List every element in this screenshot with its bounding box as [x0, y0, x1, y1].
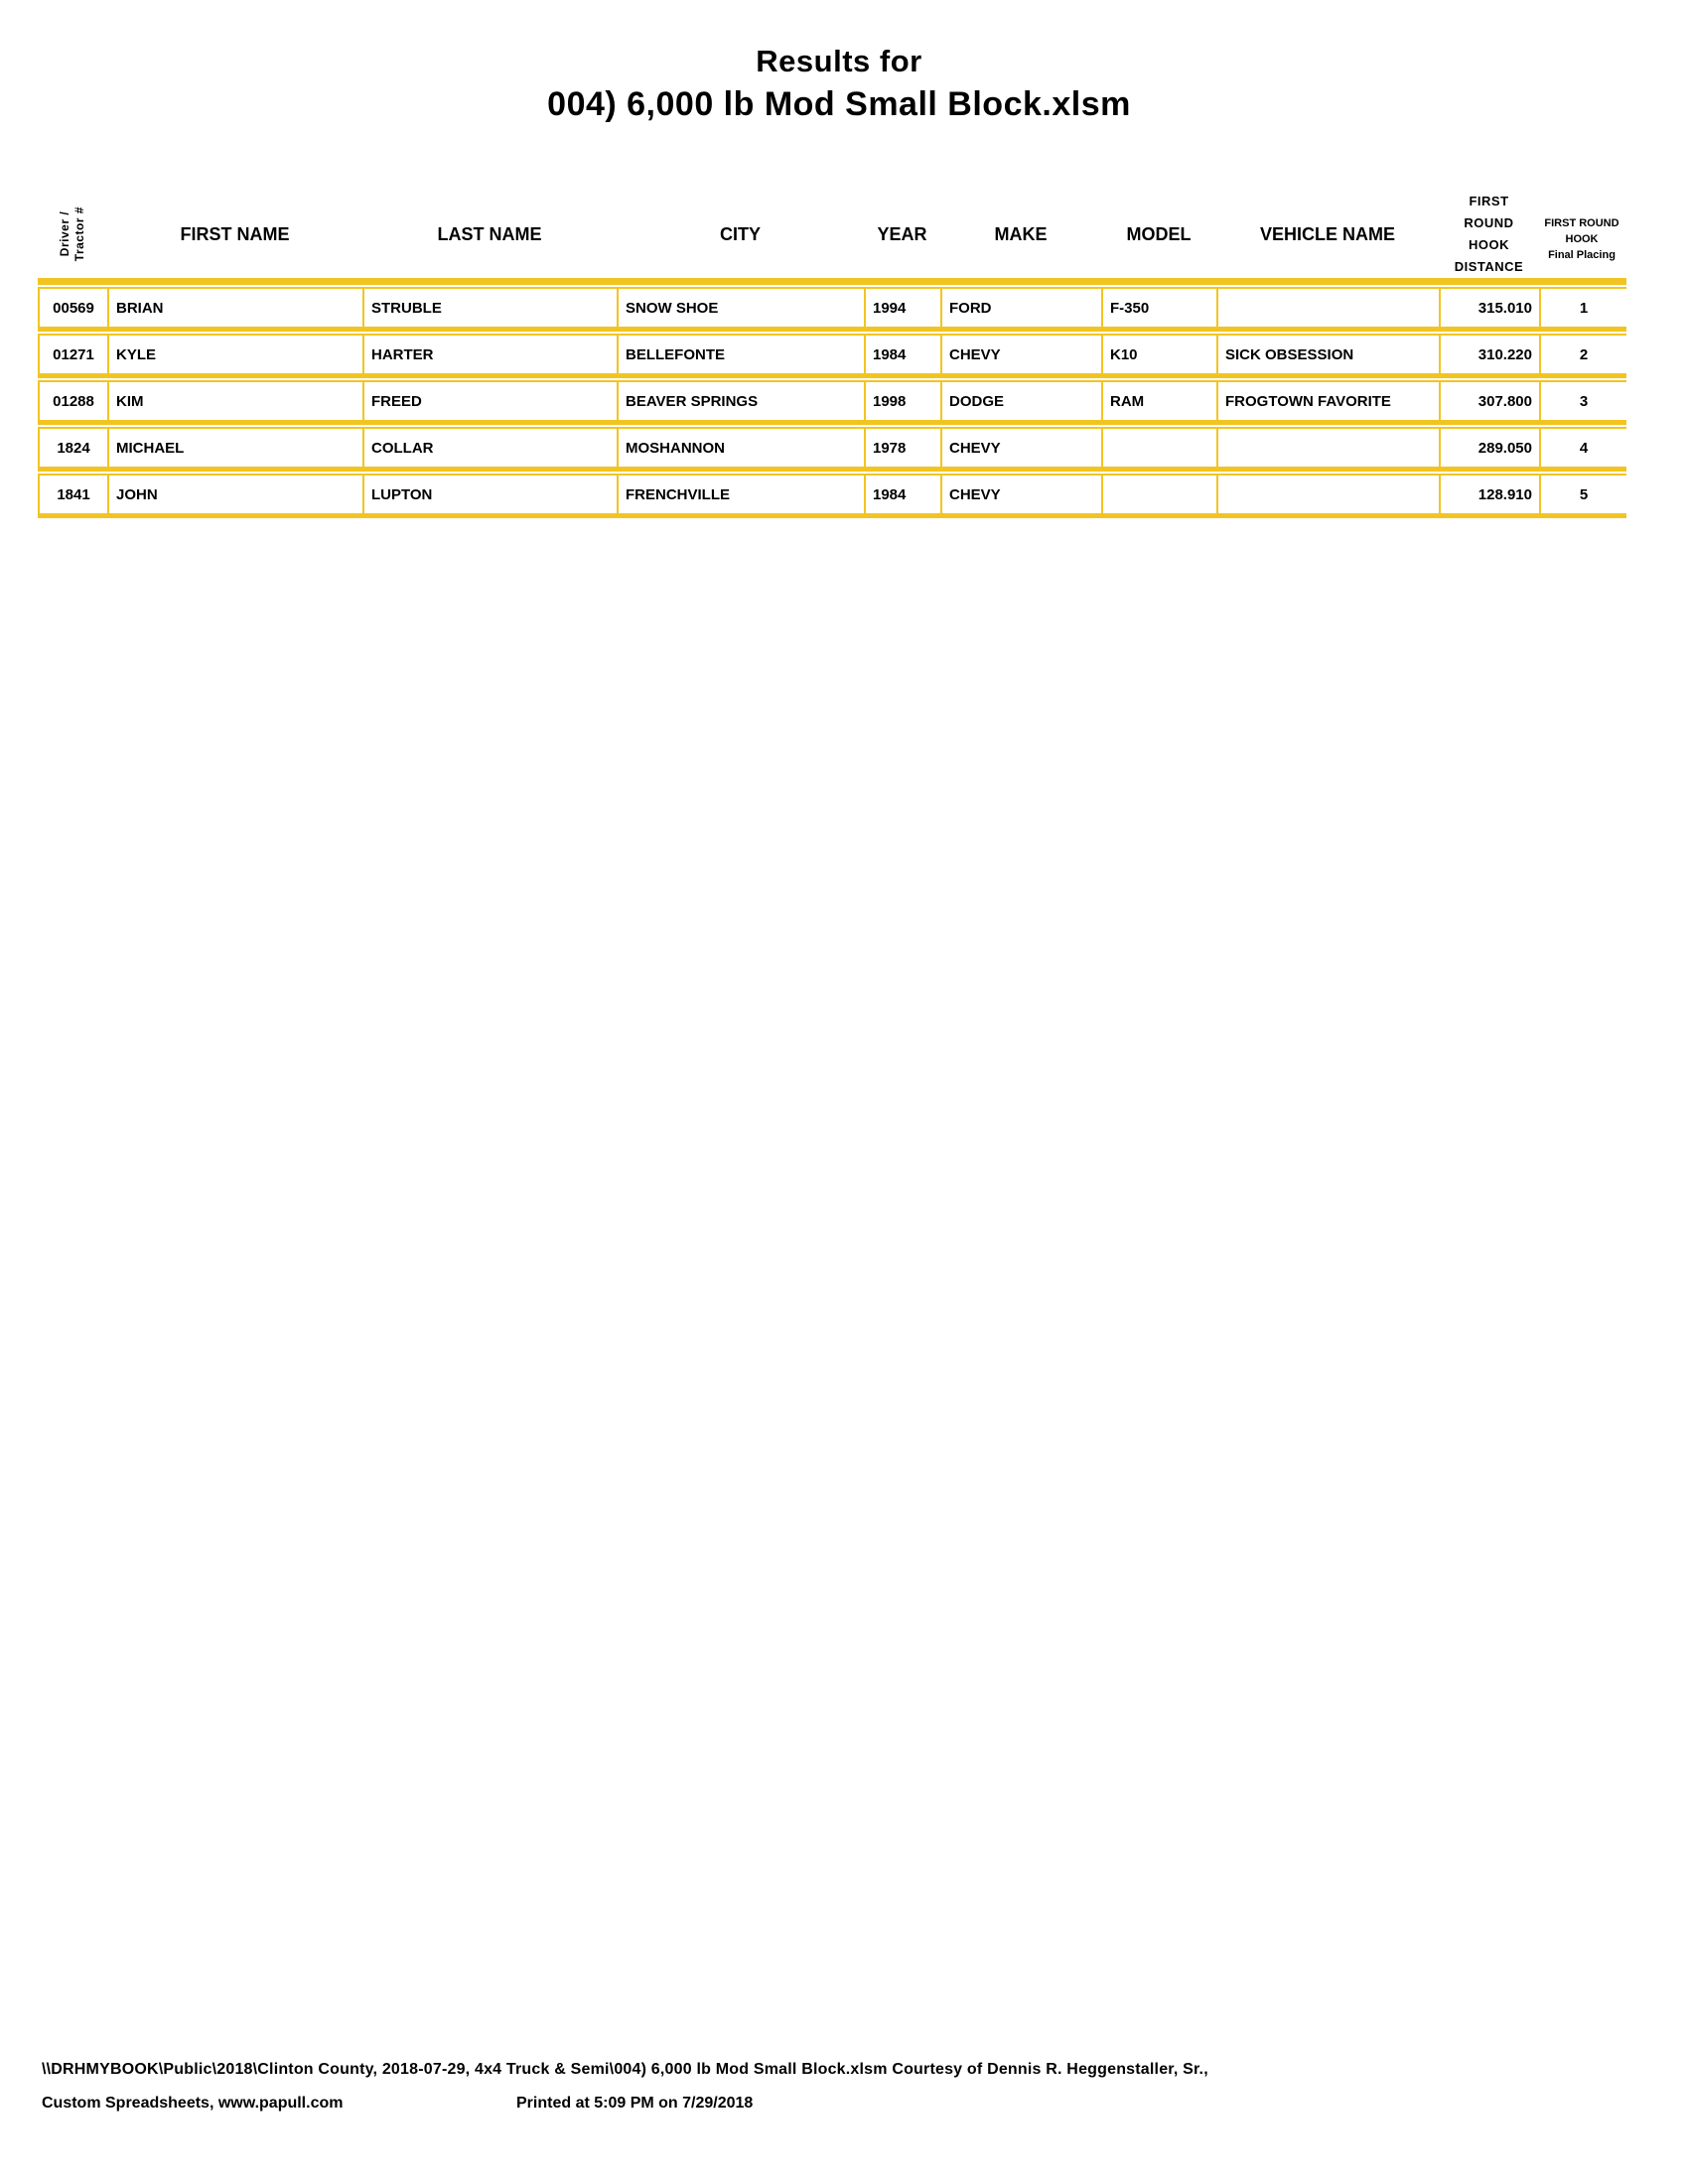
table-cell-first_name: KIM: [109, 382, 364, 420]
table-cell-first_round_hook_distance: 289.050: [1441, 429, 1541, 467]
table-cell-first_round_hook_final_placing: 5: [1579, 485, 1589, 503]
table-row: 00569 BRIAN STRUBLE SNOW SHOE 1994 FORD F-350 3…: [38, 287, 1626, 332]
table-cell-model: [1103, 429, 1218, 467]
table-cell-driver_tractor_number: 01271: [40, 336, 109, 373]
table-cell-first_round_hook_final_placing: 1: [1579, 299, 1589, 317]
table-cell-first_round_hook_distance: 307.800: [1441, 382, 1541, 420]
table-cell-first_name: MICHAEL: [109, 429, 364, 467]
header-cell-model: MODEL: [1126, 223, 1192, 244]
header-cell-vehicle_name: VEHICLE NAME: [1259, 223, 1395, 244]
table-row: 01271 KYLE HARTER BELLEFONTE 1984 CHEVY K10 SIC…: [38, 334, 1626, 378]
header-label-driver_tractor_number: Driver / Tractor #: [58, 206, 86, 262]
table-cell-driver_tractor_number: 00569: [40, 289, 109, 327]
header-label-line: FIRST: [1469, 194, 1509, 208]
table-cell-first_round_hook_distance: 128.910: [1441, 476, 1541, 513]
table-cell-vehicle_name: [1218, 289, 1441, 327]
table-cell-make: FORD: [942, 289, 1103, 327]
header-label-line: ROUND: [1464, 215, 1514, 230]
table-cell-driver_tractor_number: 1841: [40, 476, 109, 513]
table-cell-vehicle_name: [1218, 476, 1441, 513]
table-cell-first_name: KYLE: [109, 336, 364, 373]
table-cell-first_round_hook_distance: 310.220: [1441, 336, 1541, 373]
header-separator-rule: [38, 278, 1626, 285]
table-cell-city: MOSHANNON: [619, 429, 866, 467]
table-cell-year: 1984: [866, 336, 942, 373]
header-label-line: Final Placing: [1548, 249, 1616, 261]
table-cell-driver_tractor_number: 01288: [40, 382, 109, 420]
table-cell-first_round_hook_final_placing: 4: [1579, 439, 1589, 457]
table-cell-model: RAM: [1103, 382, 1218, 420]
footer-printed-timestamp: Printed at 5:09 PM on 7/29/2018: [516, 2095, 754, 2112]
table-cell-city: BEAVER SPRINGS: [619, 382, 866, 420]
header-cell-driver_tractor_number: Driver / Tractor #: [38, 206, 107, 261]
table-cell-year: 1998: [866, 382, 942, 420]
table-cell-last_name: COLLAR: [364, 429, 619, 467]
table-cell-year: 1984: [866, 476, 942, 513]
table-cell-vehicle_name: FROGTOWN FAVORITE: [1218, 382, 1441, 420]
table-cell-first_round_hook_final_placing: 3: [1579, 392, 1589, 410]
table-cell-first_round_hook_final_placing: 2: [1579, 345, 1589, 363]
header-cell-city: CITY: [719, 223, 761, 244]
table-cell-first_name: JOHN: [109, 476, 364, 513]
header-label-line: HOOK: [1469, 237, 1509, 252]
table-cell-city: FRENCHVILLE: [619, 476, 866, 513]
table-cell-year: 1994: [866, 289, 942, 327]
page-title-filename: 004) 6,000 lb Mod Small Block.xlsm: [547, 85, 1131, 123]
header-label-line: FIRST ROUND: [1544, 217, 1619, 229]
table-cell-model: [1103, 476, 1218, 513]
table-cell-vehicle_name: SICK OBSESSION: [1218, 336, 1441, 373]
header-cell-make: MAKE: [994, 223, 1048, 244]
header-cell-first_name: FIRST NAME: [180, 223, 290, 244]
table-cell-last_name: FREED: [364, 382, 619, 420]
table-cell-make: CHEVY: [942, 336, 1103, 373]
header-cell-first_round_hook_distance: FIRST ROUND HOOK DISTANCE: [1439, 191, 1539, 278]
footer-second-line: Custom Spreadsheets, www.papull.com Prin…: [42, 2095, 1630, 2113]
table-cell-vehicle_name: [1218, 429, 1441, 467]
header-label-line: DISTANCE: [1454, 259, 1524, 274]
table-cell-make: DODGE: [942, 382, 1103, 420]
table-row: 01288 KIM FREED BEAVER SPRINGS 1998 DODGE RAM F…: [38, 380, 1626, 425]
table-cell-model: K10: [1103, 336, 1218, 373]
table-row: 1824 MICHAEL COLLAR MOSHANNON 1978 CHEVY 289.0…: [38, 427, 1626, 472]
table-cell-city: SNOW SHOE: [619, 289, 866, 327]
table-cell-first_round_hook_distance: 315.010: [1441, 289, 1541, 327]
table-cell-city: BELLEFONTE: [619, 336, 866, 373]
table-cell-year: 1978: [866, 429, 942, 467]
table-cell-make: CHEVY: [942, 429, 1103, 467]
table-cell-last_name: STRUBLE: [364, 289, 619, 327]
table-row: 1841 JOHN LUPTON FRENCHVILLE 1984 CHEVY 128.91…: [38, 474, 1626, 518]
footer-custom-spreadsheets: Custom Spreadsheets, www.papull.com: [42, 2095, 344, 2112]
table-cell-first_name: BRIAN: [109, 289, 364, 327]
header-cell-last_name: LAST NAME: [437, 223, 542, 244]
header-cell-year: YEAR: [877, 223, 927, 244]
table-cell-model: F-350: [1103, 289, 1218, 327]
table-cell-make: CHEVY: [942, 476, 1103, 513]
page-title-prefix: Results for: [756, 44, 922, 78]
results-table-body: 00569 BRIAN STRUBLE SNOW SHOE 1994 FORD F-350 3…: [38, 287, 1626, 520]
table-cell-last_name: HARTER: [364, 336, 619, 373]
table-cell-last_name: LUPTON: [364, 476, 619, 513]
header-cell-first_round_hook_final_placing: FIRST ROUND HOOK Final Placing: [1539, 215, 1624, 263]
footer-file-path: \\DRHMYBOOK\Public\2018\Clinton County, …: [42, 2061, 1208, 2078]
table-cell-driver_tractor_number: 1824: [40, 429, 109, 467]
table-header-row: Driver / Tractor # FIRST NAME LAST NAME CIT…: [38, 191, 1626, 278]
header-label-line: HOOK: [1565, 233, 1599, 245]
